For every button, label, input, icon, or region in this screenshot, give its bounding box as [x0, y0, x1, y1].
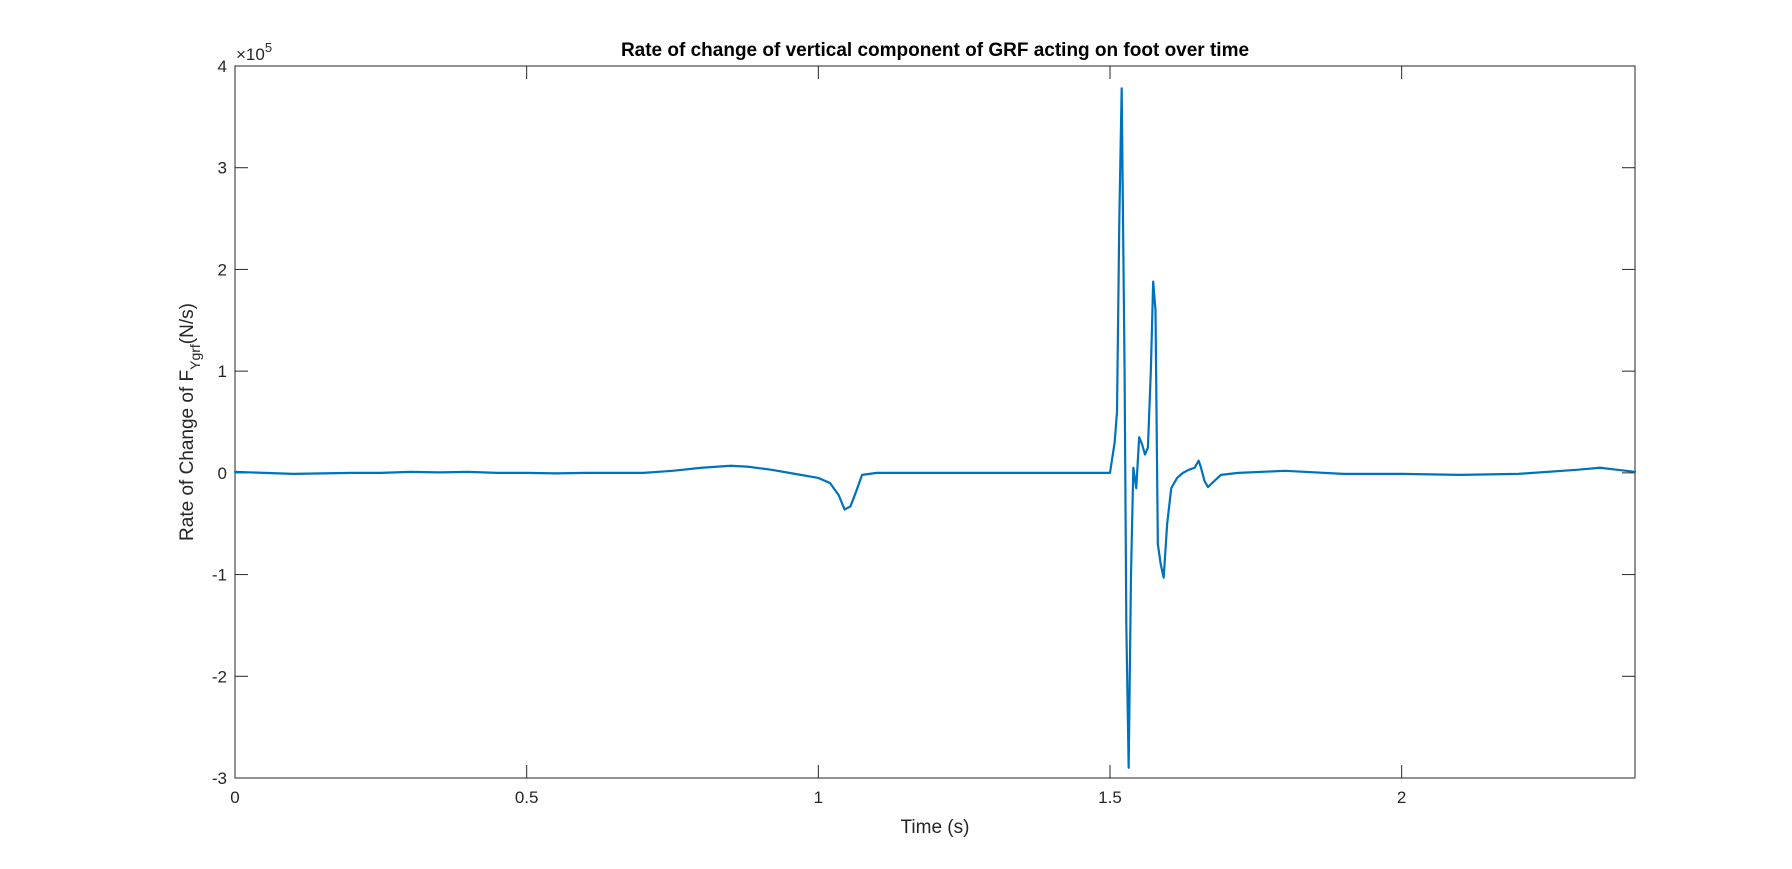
x-tick-label: 2 — [1397, 788, 1406, 807]
y-axis-label-main: Rate of Change of F — [177, 370, 198, 541]
y-exponent-power: 5 — [265, 40, 272, 55]
y-axis-label-unit: (N/s) — [177, 303, 198, 344]
y-tick-label: 1 — [218, 362, 227, 381]
y-axis-exponent: ×105 — [236, 40, 272, 64]
x-axis-ticks: 0 0.5 1 1.5 2 — [230, 66, 1406, 807]
series-layer — [233, 87, 1637, 769]
y-tick-label: 3 — [218, 159, 227, 178]
chart-title: Rate of change of vertical component of … — [621, 40, 1249, 61]
y-exponent-base: ×10 — [236, 45, 265, 64]
y-tick-label: -1 — [212, 566, 227, 585]
x-tick-label: 1.5 — [1098, 788, 1122, 807]
y-tick-label: -3 — [212, 769, 227, 788]
y-axis-label: Rate of Change of FYgrf(N/s) — [177, 303, 203, 541]
x-tick-label: 1 — [814, 788, 823, 807]
series-line — [233, 87, 1637, 769]
y-tick-label: -2 — [212, 667, 227, 686]
y-axis-ticks: -3 -2 -1 0 1 2 3 4 — [212, 57, 1635, 788]
x-tick-label: 0 — [230, 788, 239, 807]
y-axis-label-subscript: Ygrf — [187, 344, 203, 370]
x-tick-label: 0.5 — [515, 788, 539, 807]
y-tick-label: 0 — [218, 464, 227, 483]
y-tick-label: 2 — [218, 260, 227, 279]
x-axis-label: Time (s) — [901, 817, 970, 838]
y-tick-label: 4 — [218, 57, 227, 76]
plot-area — [234, 65, 1636, 779]
